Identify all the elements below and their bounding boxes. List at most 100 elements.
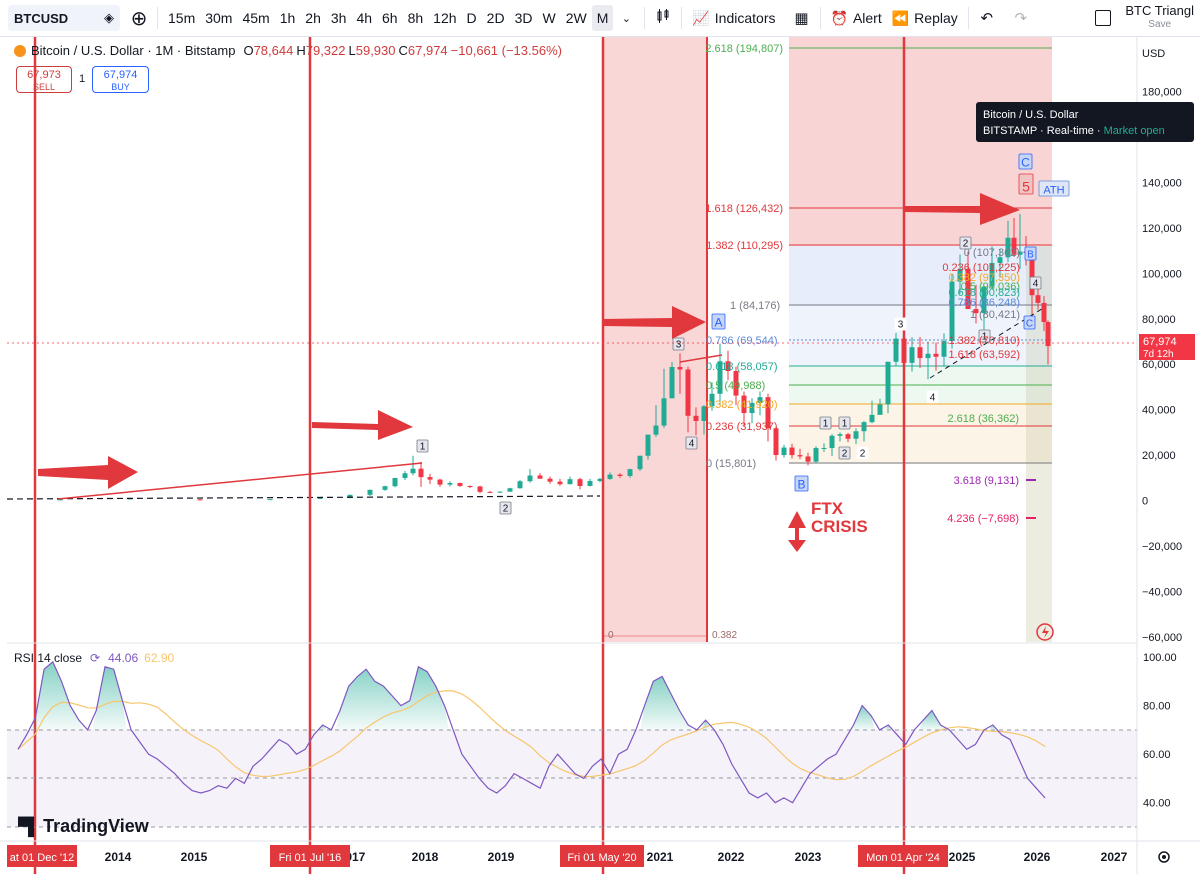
symbol-search[interactable]: BTCUSD ◈ bbox=[8, 5, 120, 31]
inner-fib-label: 1.382 (70,810) bbox=[948, 335, 1020, 347]
interval-8h[interactable]: 8h bbox=[407, 10, 424, 26]
templates-icon[interactable]: ▦ bbox=[794, 10, 809, 27]
interval-2d[interactable]: 2D bbox=[486, 10, 505, 26]
time-tick: 2018 bbox=[412, 850, 439, 864]
interval-3h[interactable]: 3h bbox=[330, 10, 347, 26]
interval-2w[interactable]: 2W bbox=[565, 10, 587, 26]
currency-label[interactable]: USD bbox=[1142, 48, 1165, 60]
rsi-overbought-area bbox=[335, 666, 449, 730]
interval-4h[interactable]: 4h bbox=[356, 10, 373, 26]
candle-body bbox=[267, 499, 273, 501]
interval-2h[interactable]: 2h bbox=[305, 10, 321, 26]
order-quantity[interactable]: 1 bbox=[79, 73, 86, 85]
candle-body bbox=[607, 474, 613, 479]
sell-button[interactable]: 67,973 SELL bbox=[16, 66, 72, 93]
settings-gear-icon[interactable] bbox=[1158, 851, 1170, 863]
candles-style-icon[interactable] bbox=[650, 8, 676, 28]
toolbar-divider bbox=[157, 7, 158, 29]
last-price-value: 67,974 bbox=[1143, 336, 1177, 348]
interval-45m[interactable]: 45m bbox=[242, 10, 270, 26]
tooltip-exchange: BITSTAMP bbox=[983, 125, 1037, 137]
candle-body bbox=[317, 498, 323, 500]
wave-box bbox=[838, 416, 851, 430]
change-value: −10,661 (−13.56%) bbox=[450, 43, 562, 58]
layout-save[interactable]: Save bbox=[1148, 19, 1172, 30]
price-tick: −60,000 bbox=[1142, 632, 1182, 644]
time-tick: 2026 bbox=[1024, 850, 1051, 864]
interval-w[interactable]: W bbox=[542, 10, 556, 26]
fib-level-label: 0.5 (49,988) bbox=[706, 380, 765, 392]
indicators-button[interactable]: 📈 Indicators bbox=[687, 5, 780, 31]
wave-label: ATH bbox=[1043, 185, 1064, 197]
rsi-ma-line bbox=[17, 690, 1046, 781]
interval-dropdown-icon[interactable]: ⌄ bbox=[621, 12, 631, 25]
wave-box bbox=[1038, 180, 1070, 197]
candle-body bbox=[925, 353, 931, 359]
buy-button[interactable]: 67,974 BUY bbox=[92, 66, 149, 93]
time-marker-label: Fri 01 May '20 bbox=[567, 852, 636, 864]
candle-body bbox=[773, 428, 779, 456]
candle-body bbox=[685, 369, 691, 416]
chart-canvas[interactable]: A B C 5 ATH B C 1 2 3 4 1 1 2 2 3 4 2 1 4 2.618 (194,807) 1.… bbox=[0, 37, 1200, 874]
tradingview-logo[interactable]: ▀▌ TradingView bbox=[18, 816, 149, 837]
rsi-overbought-area bbox=[318, 725, 327, 730]
cycle-zone-2020 bbox=[602, 37, 707, 642]
alert-button[interactable]: ⏰ Alert bbox=[826, 5, 887, 31]
price-tick: 40,000 bbox=[1142, 405, 1176, 417]
candle-body bbox=[197, 499, 203, 501]
rsi-tick: 100.00 bbox=[1143, 652, 1177, 664]
rewind-icon: ⏪ bbox=[891, 10, 910, 26]
candle-body bbox=[418, 468, 424, 478]
candle-body bbox=[877, 404, 883, 415]
wave-label: 1 bbox=[823, 419, 829, 430]
compare-eye-icon[interactable]: ◈ bbox=[104, 10, 114, 25]
replay-button[interactable]: ⏪ Replay bbox=[887, 5, 963, 31]
candle-body bbox=[437, 479, 443, 485]
inner-fib-label: 0.5 (94,036) bbox=[961, 281, 1020, 293]
undo-icon[interactable]: ↶ bbox=[980, 10, 994, 27]
candle-body bbox=[382, 486, 388, 490]
legend-title: Bitcoin / U.S. Dollar · 1M · Bitstamp bbox=[31, 43, 236, 58]
interval-30m[interactable]: 30m bbox=[205, 10, 233, 26]
price-axis[interactable]: USD 180,000 140,000 120,000 100,000 80,000 60,… bbox=[1139, 48, 1195, 810]
low-value: 59,930 bbox=[355, 43, 396, 58]
layout-menu[interactable]: BTC Triangl Save bbox=[1095, 4, 1194, 32]
wave-label: B bbox=[797, 478, 805, 492]
candle-body bbox=[392, 478, 398, 487]
add-symbol-icon[interactable]: ⊕ bbox=[130, 7, 148, 30]
price-tick: −20,000 bbox=[1142, 541, 1182, 553]
fib-level-label: 1.382 (110,295) bbox=[706, 240, 783, 252]
interval-15m[interactable]: 15m bbox=[168, 10, 196, 26]
candle-body bbox=[829, 435, 835, 449]
bar-countdown: 7d 12h bbox=[1143, 349, 1174, 360]
flash-icon[interactable] bbox=[1036, 623, 1054, 641]
candle-body bbox=[467, 485, 473, 487]
toolbar-divider bbox=[967, 7, 969, 29]
interval-m[interactable]: M bbox=[591, 5, 614, 31]
time-tick: 2015 bbox=[181, 850, 208, 864]
interval-1h[interactable]: 1h bbox=[279, 10, 296, 26]
interval-12h[interactable]: 12h bbox=[433, 10, 457, 26]
inner-fib-label: 0.786 (86,248) bbox=[948, 297, 1020, 309]
time-axis[interactable]: 2014 2015 2017 2018 2019 2021 2022 2023 2025 2026… bbox=[7, 845, 1128, 867]
indicators-icon: 📈 bbox=[692, 10, 710, 26]
rsi-overbought-area bbox=[640, 676, 693, 730]
fib-level-label: 0.786 (69,544) bbox=[706, 335, 778, 347]
candle-body bbox=[805, 456, 811, 462]
ftx-crisis-label: FTX CRISIS bbox=[811, 500, 868, 536]
interval-3d[interactable]: 3D bbox=[514, 10, 533, 26]
rsi-refresh-icon[interactable]: ⟳ bbox=[90, 651, 101, 665]
rsi-legend: RSI 14 close ⟳ 44.06 62.90 bbox=[14, 651, 174, 665]
interval-6h[interactable]: 6h bbox=[382, 10, 398, 26]
interval-d[interactable]: D bbox=[466, 10, 477, 26]
fib-level-label: 3.618 (9,131) bbox=[954, 475, 1019, 487]
redo-icon[interactable]: ↷ bbox=[1014, 10, 1028, 27]
layout-checkbox-icon[interactable] bbox=[1095, 10, 1112, 26]
candle-body bbox=[557, 481, 563, 485]
open-value: 78,644 bbox=[253, 43, 294, 58]
fib-left-zero: 0 bbox=[608, 630, 614, 641]
wave-box bbox=[959, 236, 972, 250]
candle-body bbox=[765, 397, 771, 429]
candle-body bbox=[781, 447, 787, 456]
wave-box bbox=[685, 436, 698, 450]
